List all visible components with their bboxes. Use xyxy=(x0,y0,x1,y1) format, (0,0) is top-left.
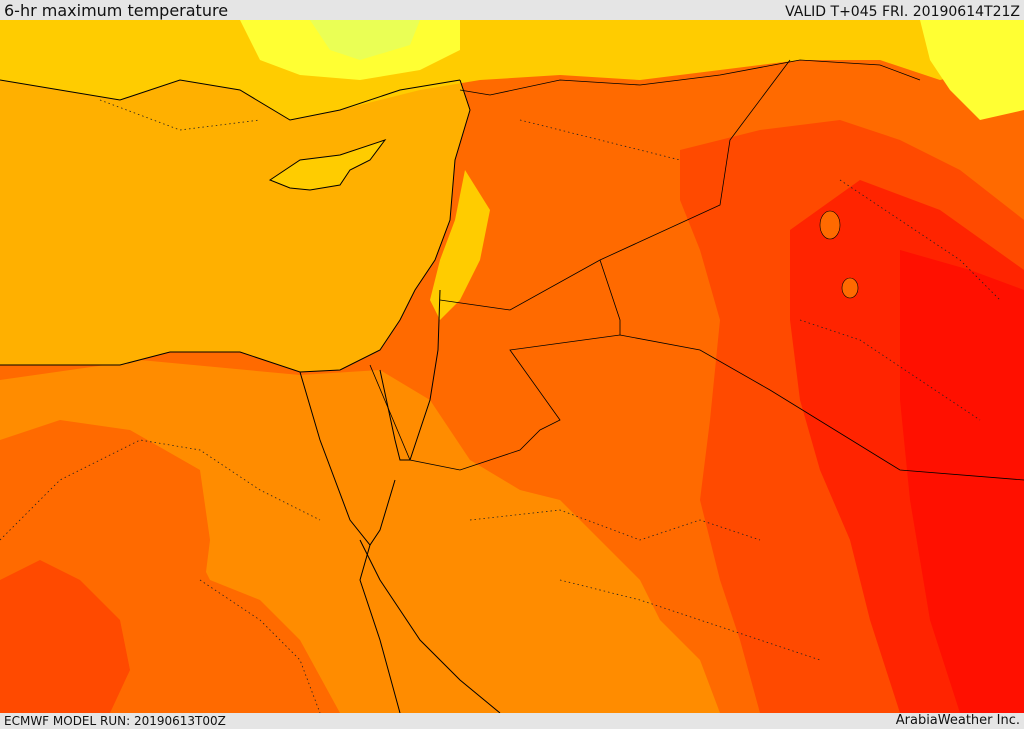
footer-bar xyxy=(0,713,1024,729)
temp-band-hot5 xyxy=(900,250,1024,713)
model-run-label: ECMWF MODEL RUN: 20190613T00Z xyxy=(4,714,226,728)
lake-habbaniyah xyxy=(841,277,859,299)
admin-borders xyxy=(0,99,1001,713)
temp-band-levant xyxy=(430,170,490,320)
temp-band-sinai xyxy=(300,370,400,540)
valid-time-label: VALID T+045 FRI. 20190614T21Z xyxy=(785,4,1020,20)
cyprus-island xyxy=(270,140,385,190)
coastlines xyxy=(0,79,501,713)
map-title: 6-hr maximum temperature xyxy=(4,1,229,20)
temperature-map xyxy=(0,20,1024,713)
temp-band-egypt-hotter xyxy=(0,560,130,713)
temp-band-caucasus-cool xyxy=(920,20,1024,120)
country-borders xyxy=(369,59,1024,481)
header-bar xyxy=(0,0,1024,20)
temp-band-cooler xyxy=(310,20,420,60)
credit-label: ArabiaWeather Inc. xyxy=(895,713,1020,728)
lake-tharthar xyxy=(819,210,841,240)
